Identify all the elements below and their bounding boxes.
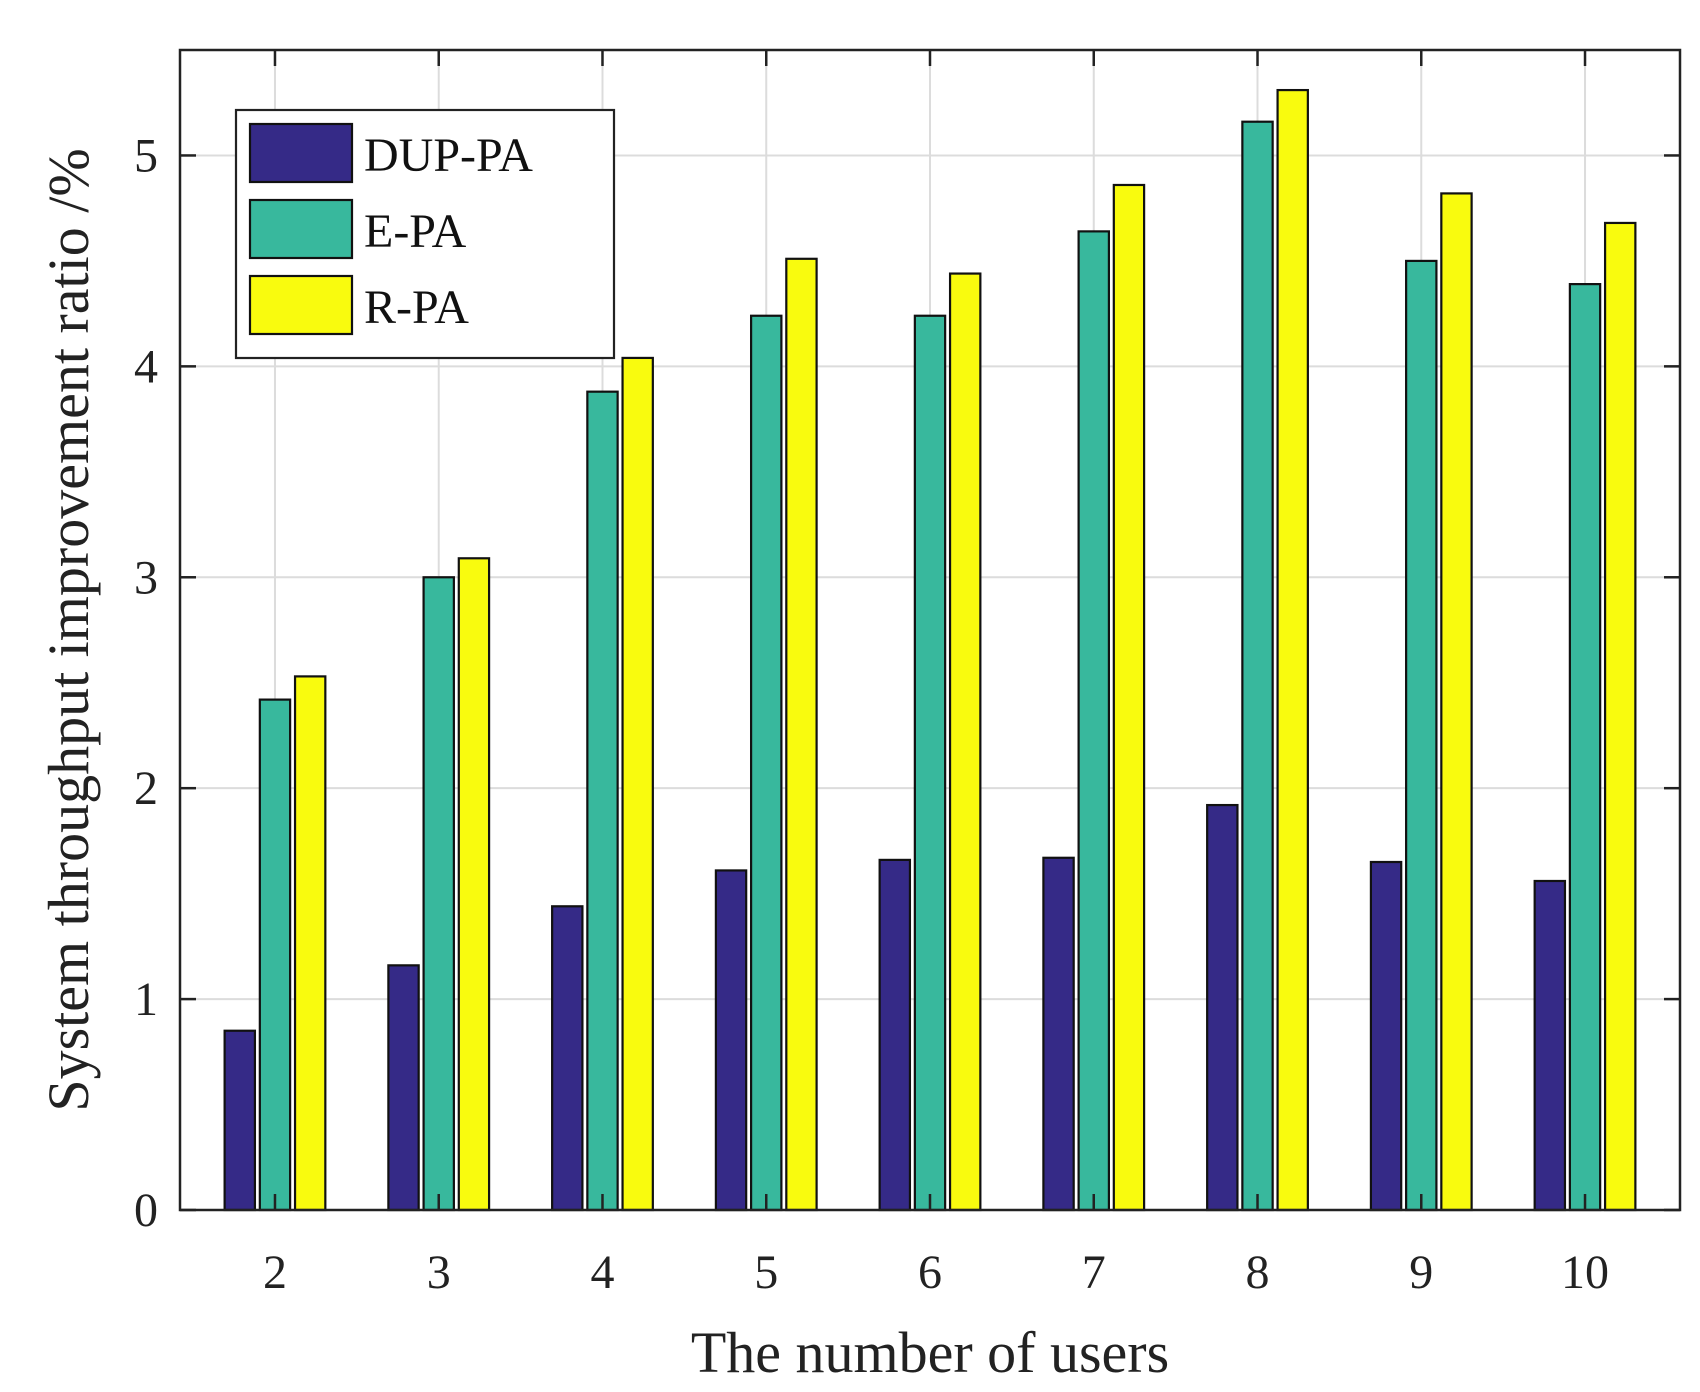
bar-dup-pa-5 [714,869,748,1212]
x-axis-label: The number of users [691,1320,1169,1385]
bars [223,88,1637,1212]
legend-label-e-pa: E-PA [364,205,467,258]
bar-e-pa-6 [913,314,947,1212]
bar-dup-pa-8 [1206,803,1239,1212]
x-tick-label: 9 [1409,1246,1433,1299]
bar-e-pa-8 [1241,120,1274,1212]
bar-e-pa-10 [1568,283,1602,1212]
bar-r-pa-2 [293,675,327,1212]
bar-r-pa-8 [1276,88,1309,1212]
x-tick-label: 5 [754,1246,778,1299]
legend-swatch-dup-pa [248,122,354,184]
bar-r-pa-10 [1603,221,1637,1212]
bar-e-pa-5 [749,314,783,1212]
bar-dup-pa-4 [551,905,584,1212]
bar-r-pa-7 [1112,183,1146,1212]
y-tick-label: 0 [134,1184,158,1237]
y-tick-label: 2 [134,762,158,815]
legend-label-dup-pa: DUP-PA [364,129,533,182]
x-tick-label: 2 [263,1246,287,1299]
x-tick-label: 10 [1561,1246,1609,1299]
bar-dup-pa-10 [1533,879,1567,1212]
legend-swatch-r-pa [248,274,354,336]
bar-dup-pa-7 [1042,856,1075,1212]
legend-swatch-e-pa [248,198,354,260]
tick-labels: 0 1 2 3 4 5 2 3 4 5 6 7 8 9 10 [134,129,1609,1299]
bar-e-pa-4 [586,390,619,1212]
legend-label-r-pa: R-PA [364,281,469,334]
bar-r-pa-9 [1440,192,1473,1212]
bar-e-pa-3 [422,576,455,1212]
bar-e-pa-2 [258,698,292,1212]
y-tick-label: 5 [134,129,158,182]
bar-dup-pa-2 [223,1029,257,1212]
x-tick-label: 8 [1246,1246,1270,1299]
bar-r-pa-3 [457,557,491,1212]
y-tick-label: 4 [134,340,158,393]
bar-dup-pa-9 [1369,860,1403,1212]
y-axis-label: System throughput improvement ratio /% [36,148,101,1111]
x-tick-label: 4 [590,1246,614,1299]
bar-r-pa-5 [785,257,818,1212]
axis-ticks [180,50,1680,1212]
bar-e-pa-9 [1405,259,1438,1212]
y-tick-label: 3 [134,551,158,604]
x-tick-label: 3 [427,1246,451,1299]
x-tick-label: 7 [1082,1246,1106,1299]
bar-r-pa-6 [948,272,982,1212]
bar-e-pa-7 [1077,230,1111,1212]
bar-dup-pa-3 [387,964,420,1212]
bar-dup-pa-6 [878,858,912,1212]
bar-r-pa-4 [621,356,654,1212]
y-tick-label: 1 [134,973,158,1026]
legend: DUP-PA E-PA R-PA [234,108,616,360]
x-tick-label: 6 [918,1246,942,1299]
